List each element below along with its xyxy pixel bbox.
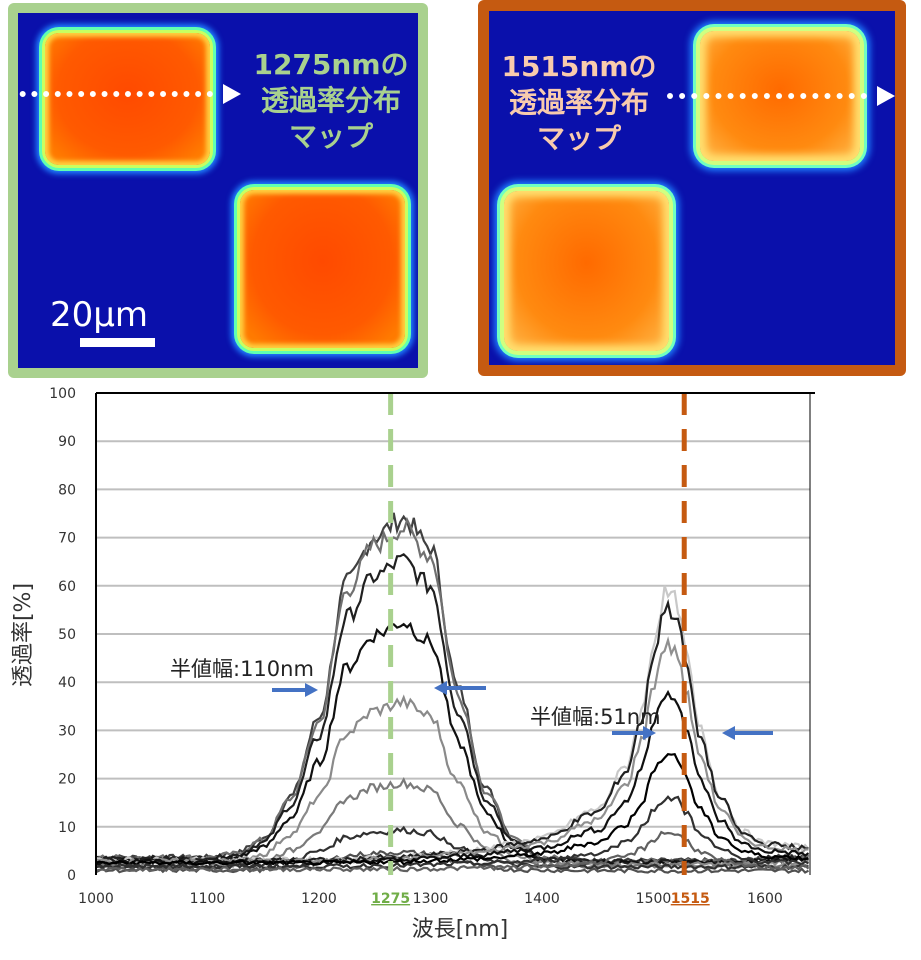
- x-axis-title: 波長[nm]: [412, 917, 509, 942]
- series-line-1275-c: [95, 552, 809, 866]
- y-tick-label: 100: [49, 386, 76, 402]
- scan-line-arrow: [667, 93, 867, 99]
- scan-line-arrow: [18, 91, 213, 97]
- map-1275-panel: 1275nmの 透過率分布 マップ 20μm: [8, 3, 428, 378]
- fwhm-arrow-icon: [612, 726, 656, 740]
- scale-bar: [80, 338, 155, 347]
- filter-square-bottom-left: [504, 191, 669, 351]
- scale-bar-label: 20μm: [50, 295, 149, 335]
- y-tick-label: 30: [58, 723, 76, 739]
- fwhm-label-1515: 半値幅:51nm: [530, 705, 661, 729]
- x-tick-label: 1200: [301, 891, 337, 907]
- x-tick-label: 1300: [413, 891, 449, 907]
- y-tick-label: 40: [58, 675, 76, 691]
- fwhm-arrow-icon: [272, 683, 318, 697]
- marker-label-1275: 1275: [371, 891, 410, 907]
- marker-label-1515: 1515: [671, 891, 710, 907]
- y-tick-label: 80: [58, 482, 76, 498]
- series-line-1515-b: [95, 598, 809, 864]
- x-tick-label: 1000: [78, 891, 114, 907]
- y-axis-title: 透過率[%]: [11, 583, 36, 687]
- heatmap-1275: 1275nmの 透過率分布 マップ 20μm: [18, 13, 418, 368]
- y-tick-label: 0: [67, 868, 76, 884]
- x-tick-label: 1600: [747, 891, 783, 907]
- arrow-head: [643, 726, 656, 740]
- arrow-head: [434, 681, 447, 695]
- y-tick-label: 10: [58, 820, 76, 836]
- heatmap-1515: 1515nmの 透過率分布 マップ: [489, 11, 895, 365]
- filter-square-top-left: [45, 33, 210, 165]
- arrow-head-icon: [223, 84, 241, 104]
- map-1275-title: 1275nmの 透過率分布 マップ: [253, 48, 409, 153]
- series-line-1275-f: [95, 776, 809, 869]
- x-tick-label: 1100: [190, 891, 226, 907]
- arrow-head: [305, 683, 318, 697]
- fwhm-arrow-icon: [434, 681, 486, 695]
- arrow-head-icon: [877, 86, 895, 106]
- x-tick-label: 1400: [524, 891, 560, 907]
- series-line-1515-e: [95, 752, 809, 867]
- y-tick-label: 50: [58, 627, 76, 643]
- arrow-head: [722, 726, 735, 740]
- series-line-1515-f: [95, 795, 809, 870]
- y-tick-label: 20: [58, 772, 76, 788]
- fwhm-arrow-icon: [722, 726, 773, 740]
- series-line-1275-b: [95, 516, 809, 865]
- series-line-1515-g: [95, 830, 810, 873]
- fwhm-label-1275: 半値幅:110nm: [170, 657, 314, 681]
- x-tick-label: 1500: [636, 891, 672, 907]
- y-tick-label: 60: [58, 579, 76, 595]
- filter-square-bottom-right: [240, 190, 405, 348]
- map-1515-title: 1515nmの 透過率分布 マップ: [501, 50, 657, 155]
- y-tick-label: 90: [58, 434, 76, 450]
- y-tick-label: 70: [58, 531, 76, 547]
- map-1515-panel: 1515nmの 透過率分布 マップ: [478, 0, 906, 376]
